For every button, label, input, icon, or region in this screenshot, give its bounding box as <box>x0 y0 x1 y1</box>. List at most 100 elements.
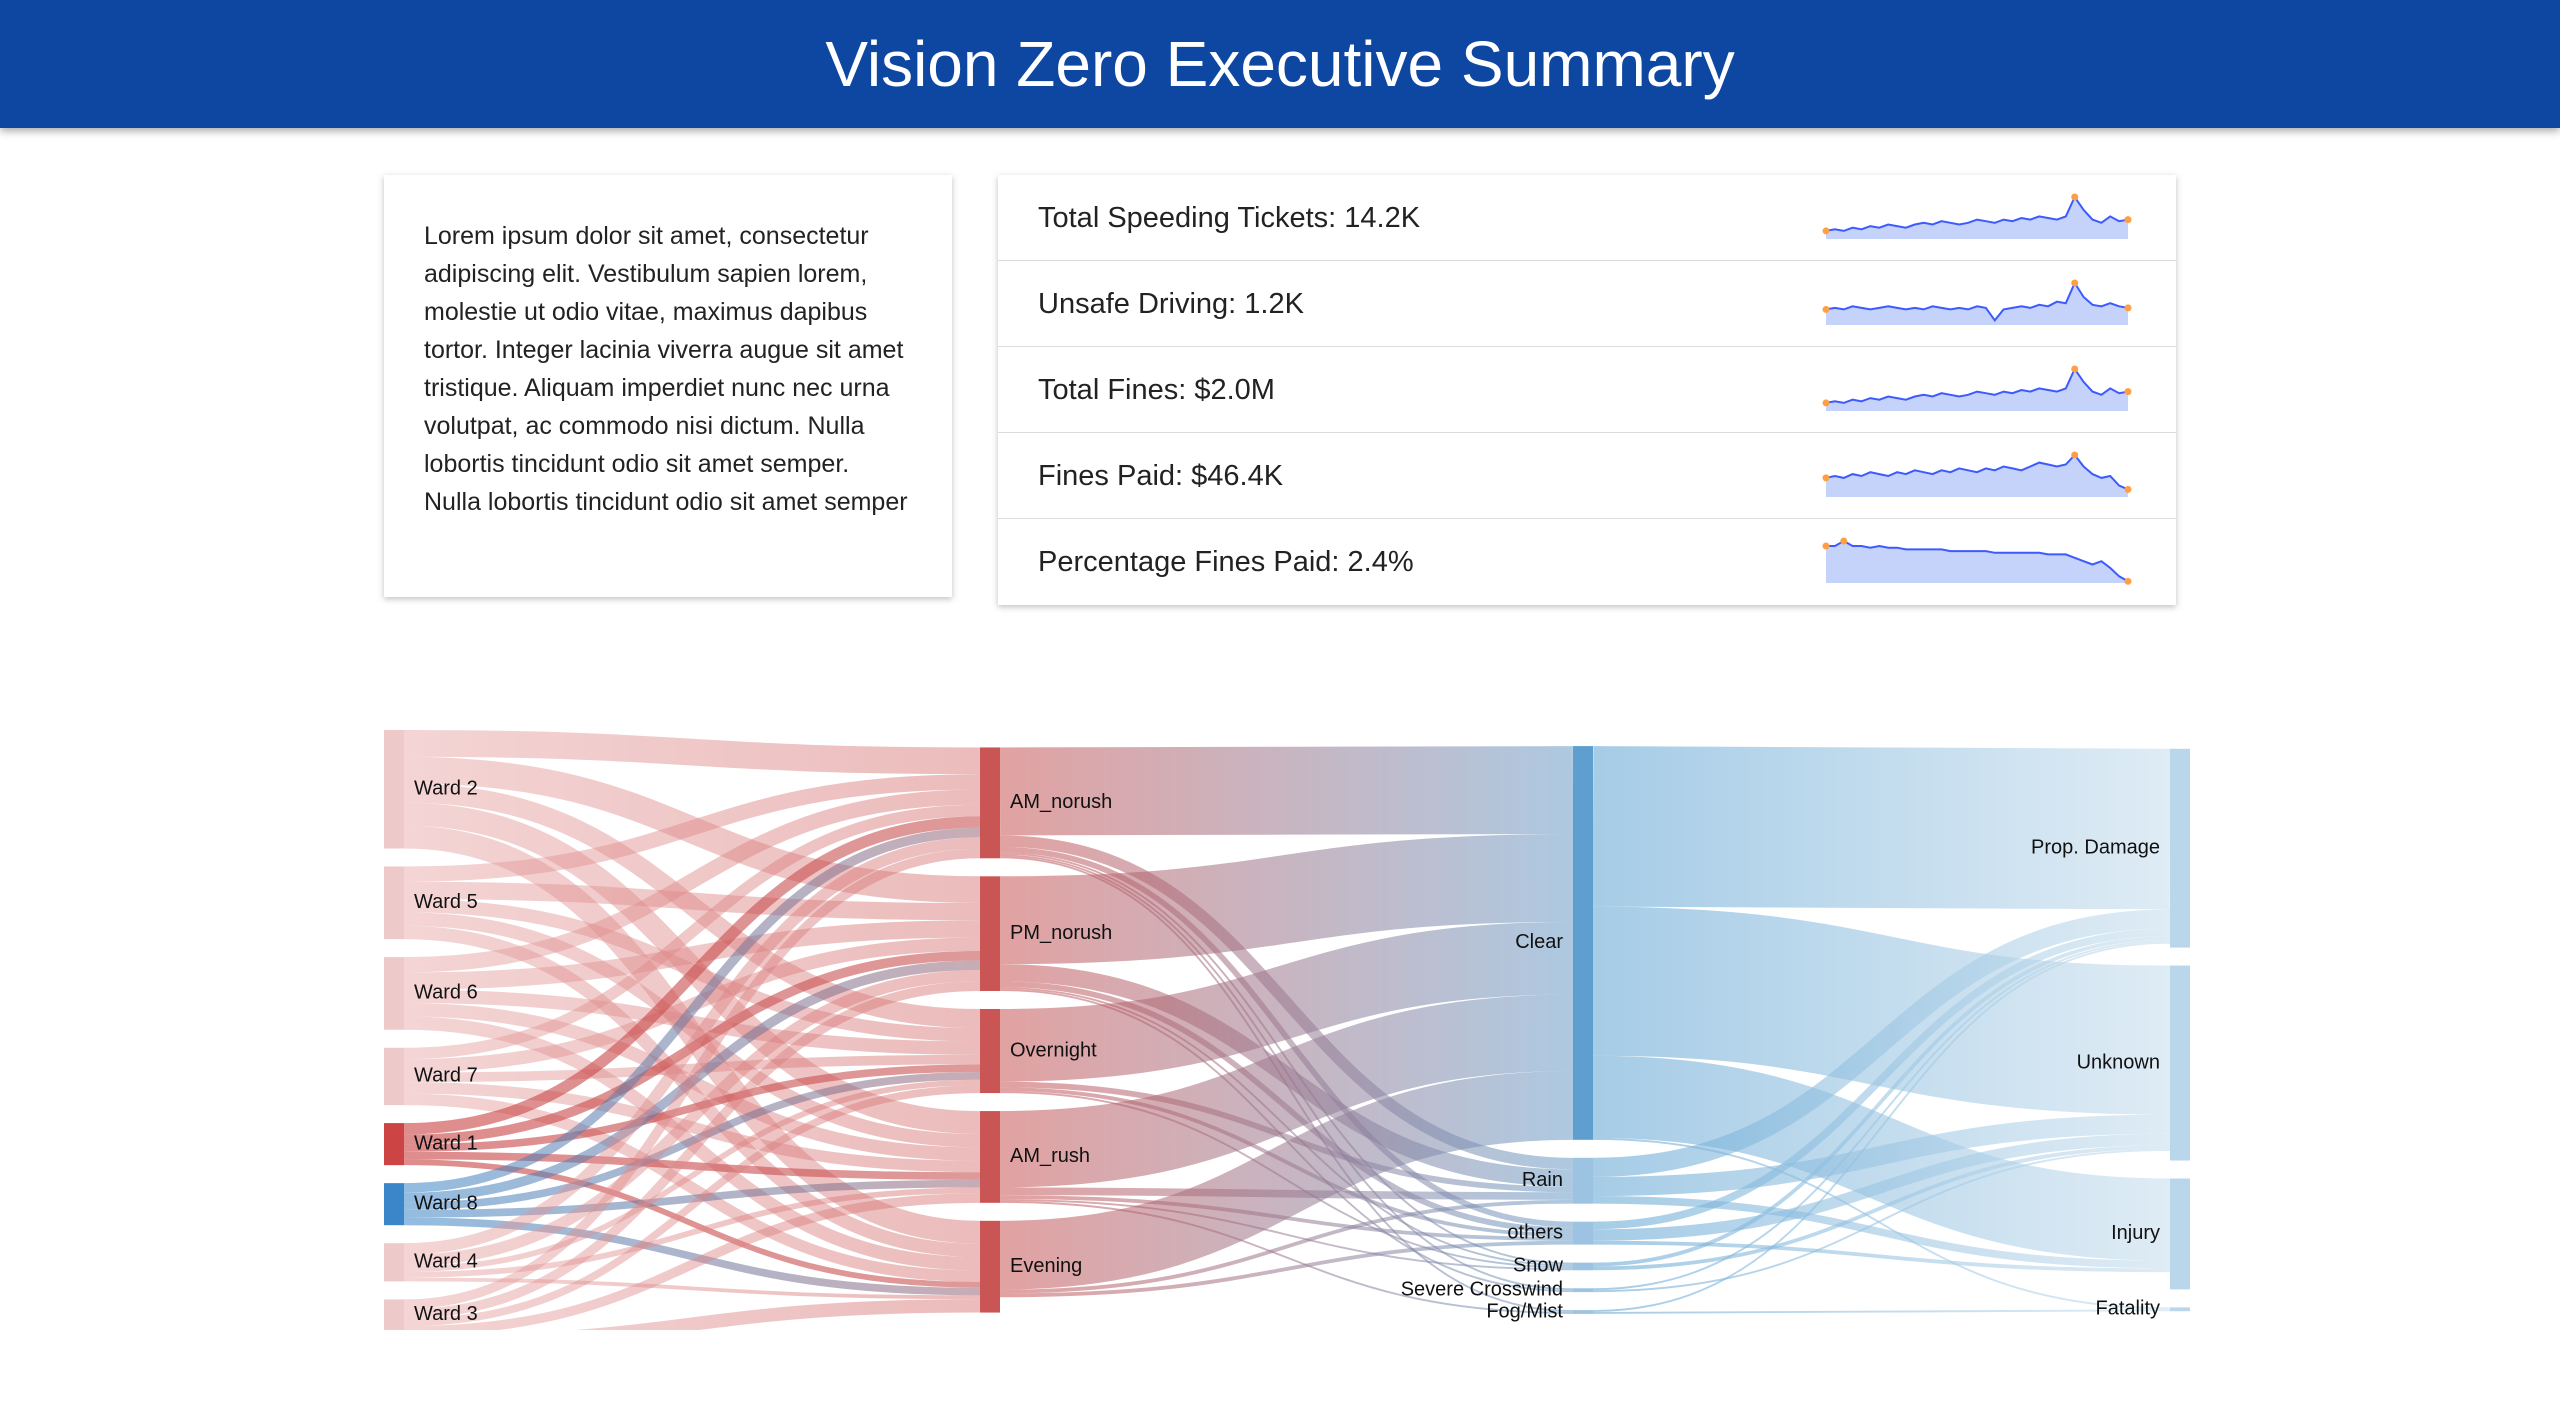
sankey-node-label: Ward 8 <box>414 1192 478 1214</box>
sankey-link <box>999 1200 1574 1314</box>
description-card: Lorem ipsum dolor sit amet, consectetur … <box>384 175 952 597</box>
metric-row-unsafe-driving: Unsafe Driving: 1.2K <box>998 261 2176 347</box>
sankey-node[interactable] <box>384 730 404 849</box>
sankey-link <box>999 921 1574 1082</box>
page-header: Vision Zero Executive Summary <box>0 0 2560 128</box>
sankey-link <box>403 848 981 1309</box>
sankey-link <box>403 981 981 1319</box>
metric-row-fines-paid: Fines Paid: $46.4K <box>998 433 2176 519</box>
sankey-node[interactable] <box>1573 1310 1593 1314</box>
sankey-link <box>403 1187 981 1278</box>
sparkline-line <box>1825 280 2129 322</box>
sankey-link <box>1592 1309 2171 1314</box>
sankey-node[interactable] <box>384 1047 404 1106</box>
sankey-node[interactable] <box>2170 1307 2190 1312</box>
metric-label: Percentage Fines Paid: 2.4% <box>1038 546 1414 578</box>
sankey-node-label: Evening <box>1010 1255 1082 1277</box>
sankey-node-label: Rain <box>1522 1169 1563 1191</box>
sankey-node-label: Fog/Mist <box>1486 1300 1563 1322</box>
sankey-link <box>1592 906 2171 1115</box>
sankey-node[interactable] <box>1573 746 1593 1140</box>
sankey-link <box>1592 1114 2171 1197</box>
sankey-node[interactable] <box>980 1008 1000 1094</box>
metric-label: Total Speeding Tickets: 14.2K <box>1038 202 1421 234</box>
sparkline-area <box>1826 283 2128 325</box>
sankey-link <box>403 789 981 973</box>
sankey-link <box>999 1071 1574 1290</box>
sankey-node-label: Ward 2 <box>414 778 478 800</box>
sankey-node[interactable] <box>2170 1178 2190 1290</box>
sparkline-dot <box>2124 216 2132 224</box>
sankey-link <box>403 1082 981 1173</box>
sankey-link <box>403 1151 981 1180</box>
sankey-link <box>403 1179 981 1218</box>
sankey-link <box>403 1193 981 1336</box>
sankey-link <box>1592 928 2171 1230</box>
sankey-node[interactable] <box>384 1243 404 1282</box>
sankey-node[interactable] <box>384 1123 404 1166</box>
sankey-node[interactable] <box>980 747 1000 859</box>
sankey-link <box>403 989 981 1055</box>
sankey-node-label: AM_norush <box>1010 791 1112 813</box>
sparkline-dot <box>1822 542 1830 550</box>
sankey-link <box>403 912 981 1148</box>
sankey-node-label: Ward 5 <box>414 891 478 913</box>
sankey-node[interactable] <box>1573 1221 1593 1245</box>
sankey-link <box>403 920 981 990</box>
sparkline-dot <box>2071 193 2079 201</box>
sankey-link <box>403 1064 981 1152</box>
sankey-node-label: Ward 7 <box>414 1065 478 1087</box>
sankey-node[interactable] <box>384 1183 404 1226</box>
sankey-node-label: others <box>1507 1221 1563 1243</box>
sankey-node[interactable] <box>384 866 404 940</box>
metric-label: Total Fines: $2.0M <box>1038 374 1275 406</box>
sparkline-chart <box>1822 193 2132 239</box>
sparkline-dot <box>1822 305 1830 313</box>
sankey-node-label: Fatality <box>2096 1298 2160 1320</box>
sankey-node[interactable] <box>1573 1262 1593 1271</box>
sankey-link <box>403 774 981 882</box>
sparkline-line <box>1825 366 2129 404</box>
sankey-link <box>403 816 981 1135</box>
sankey-link <box>403 804 981 1060</box>
sankey-link <box>403 827 981 1193</box>
sankey-node[interactable] <box>2170 965 2190 1161</box>
sankey-link <box>1592 1149 2171 1293</box>
metric-row-total-speeding-tickets: Total Speeding Tickets: 14.2K <box>998 175 2176 261</box>
sparkline-dot <box>2124 304 2132 312</box>
sankey-node[interactable] <box>384 1299 404 1330</box>
sankey-link <box>1592 1133 2171 1241</box>
sankey-link <box>1592 1240 2171 1273</box>
sankey-node-label: Clear <box>1515 931 1563 953</box>
sankey-link <box>999 1240 1574 1298</box>
sankey-node-label: Ward 4 <box>414 1251 478 1273</box>
sankey-node-label: Overnight <box>1010 1039 1097 1061</box>
sparkline-dot <box>2071 365 2079 373</box>
sankey-node[interactable] <box>1573 1288 1593 1293</box>
sankey-node-label: Ward 6 <box>414 982 478 1004</box>
sankey-node[interactable] <box>980 876 1000 991</box>
sparkline-area <box>1826 541 2128 583</box>
sankey-link <box>1592 909 2171 1177</box>
sparkline-dot <box>1822 399 1830 407</box>
sparkline-dot <box>2124 485 2132 493</box>
sankey-node[interactable] <box>1573 1157 1593 1204</box>
sankey-node-label: Injury <box>2111 1222 2160 1244</box>
sankey-link <box>1592 1196 2171 1269</box>
page-title: Vision Zero Executive Summary <box>825 28 1735 100</box>
sankey-link <box>1592 939 2171 1291</box>
sankey-link <box>999 834 1574 965</box>
sankey-svg: Ward 2 Ward 5 Ward 6 Ward 7 Ward 1 Ward 8 Ward… <box>384 729 2190 1350</box>
sankey-node[interactable] <box>2170 748 2190 948</box>
sankey-link <box>403 1072 981 1210</box>
metric-row-total-fines: Total Fines: $2.0M <box>998 347 2176 433</box>
description-text: Lorem ipsum dolor sit amet, consectetur … <box>424 222 908 516</box>
sparkline-chart <box>1822 451 2132 497</box>
sankey-link <box>403 729 981 775</box>
sankey-node[interactable] <box>980 1220 1000 1313</box>
sankey-node[interactable] <box>384 957 404 1030</box>
sankey-links <box>403 729 2171 1350</box>
sankey-link <box>999 1198 1574 1271</box>
sparkline-dot <box>1822 227 1830 235</box>
sankey-node[interactable] <box>980 1111 1000 1203</box>
